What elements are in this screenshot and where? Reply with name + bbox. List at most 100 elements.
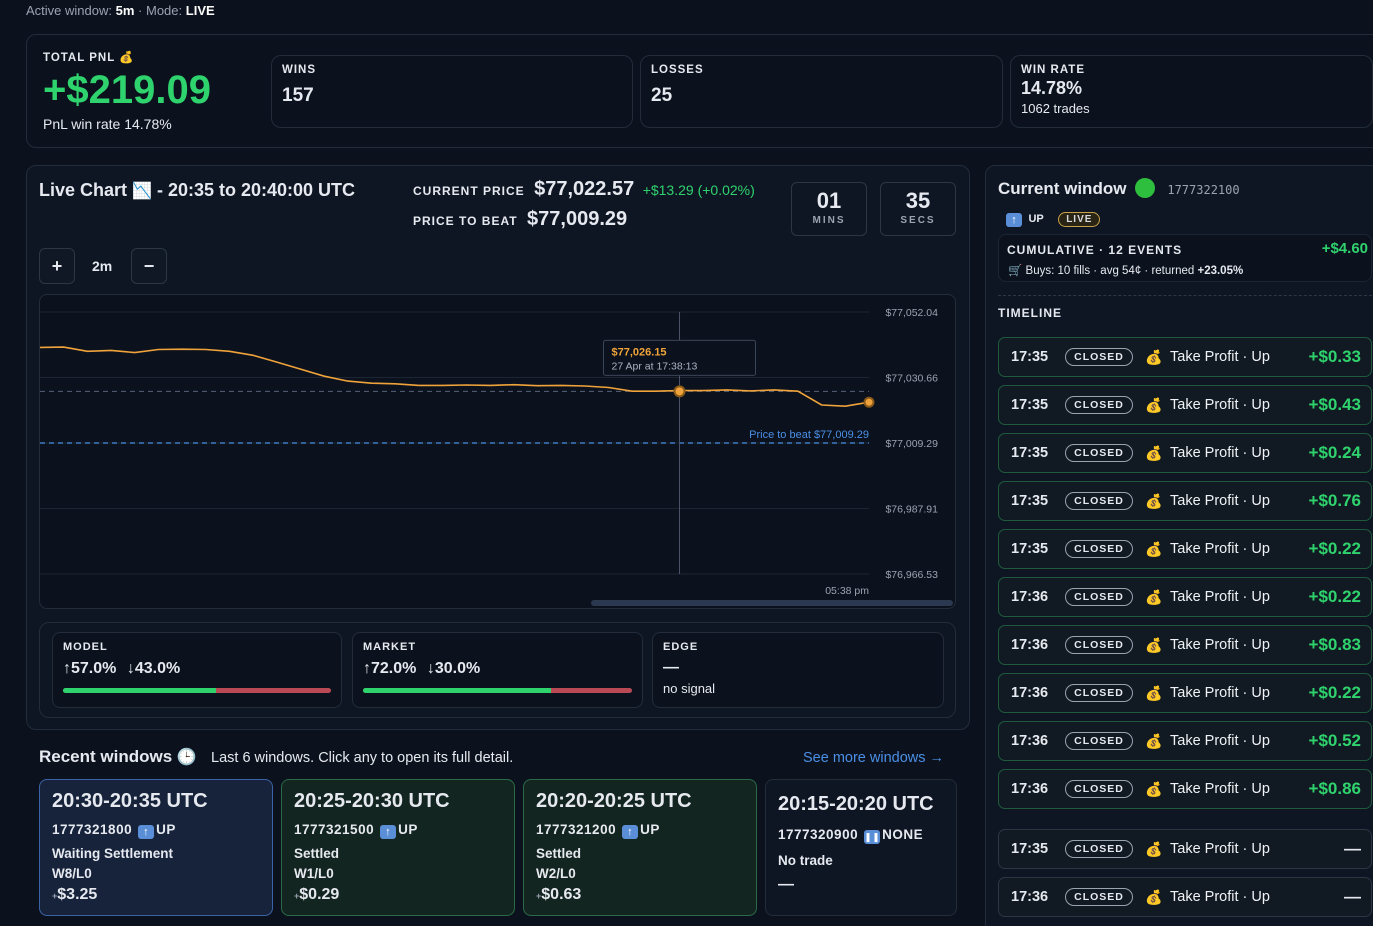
current-price: CURRENT PRICE $77,022.57 +$13.29 (+0.02%… xyxy=(413,178,755,201)
timeline-row[interactable]: 17:36 CLOSED 💰 Take Profit · Up +$0.83 xyxy=(998,625,1372,665)
win-rate-value: 14.78% xyxy=(1021,78,1083,98)
buys-text: Buys: 10 fills · avg 54¢ · returned xyxy=(1025,265,1195,277)
recent-window-card[interactable]: 20:15-20:20 UTC 1777320900 ❚❚ NONE No trad… xyxy=(765,779,957,916)
plus-small-icon: + xyxy=(52,891,58,901)
y-axis-tick: $76,966.53 xyxy=(885,569,938,581)
up-arrow-icon: ↑ xyxy=(380,825,397,839)
last-price-point xyxy=(863,396,875,408)
market-label: MARKET xyxy=(363,641,417,653)
timeline-row[interactable]: 17:35 CLOSED 💰 Take Profit · Up +$0.76 xyxy=(998,481,1372,521)
recent-windows-header: Recent windows 🕒 Last 6 windows. Click a… xyxy=(39,747,513,767)
edge-label: EDGE xyxy=(663,641,699,653)
timeline-row[interactable]: 17:36 CLOSED 💰 Take Profit · Up — xyxy=(998,877,1372,917)
timeline-status-badge: CLOSED xyxy=(1065,732,1133,750)
current-window-title: Current window xyxy=(998,179,1127,198)
chart-scrollbar[interactable] xyxy=(591,600,953,606)
price-to-beat-label: PRICE TO BEAT xyxy=(413,214,518,228)
tooltip-value: $77,026.15 xyxy=(612,346,667,358)
timeline-row[interactable]: 17:35 CLOSED 💰 Take Profit · Up +$0.33 xyxy=(998,337,1372,377)
buys-summary: 🛒 Buys: 10 fills · avg 54¢ · returned +2… xyxy=(1008,263,1243,277)
current-price-value: $77,022.57 xyxy=(534,178,635,200)
window-direction: UP xyxy=(156,822,176,837)
cumulative-value: +$4.60 xyxy=(1321,240,1368,257)
mode-value: LIVE xyxy=(185,3,215,18)
timeline-status-badge: CLOSED xyxy=(1065,840,1133,858)
timeline-amount: +$0.22 xyxy=(1308,587,1361,606)
moneybag-icon: 💰 xyxy=(1145,540,1163,557)
price-chart[interactable]: $77,052.04 $77,030.66 $77,009.29 $76,987.91… xyxy=(40,295,956,609)
up-arrow-icon: ↑ xyxy=(622,825,639,839)
window-time: 20:15-20:20 UTC xyxy=(778,793,934,815)
timeline-action: Take Profit · Up xyxy=(1170,637,1270,653)
recent-window-card[interactable]: 20:20-20:25 UTC 1777321200 ↑ UP Settled W2… xyxy=(523,779,757,916)
window-amount: $3.25 xyxy=(57,886,98,903)
edge-card: EDGE — no signal xyxy=(652,632,944,708)
total-pnl-value: +$219.09 xyxy=(43,68,211,112)
timeline-action: Take Profit · Up xyxy=(1170,349,1270,365)
window-direction: NONE xyxy=(882,827,924,842)
timeline-time: 17:36 xyxy=(1011,685,1049,701)
recent-windows-subtitle: Last 6 windows. Click any to open its fu… xyxy=(211,750,514,766)
y-axis-tick: $77,009.29 xyxy=(885,438,938,450)
market-down: 30.0% xyxy=(434,660,481,677)
zoom-out-button[interactable]: − xyxy=(131,248,167,284)
live-chart-title-text: Live Chart xyxy=(39,180,128,200)
zoom-in-button[interactable]: + xyxy=(39,248,75,284)
window-status: No trade xyxy=(778,853,833,868)
wins-label: WINS xyxy=(282,64,317,76)
timeline-row[interactable]: 17:35 CLOSED 💰 Take Profit · Up — xyxy=(998,829,1372,869)
timeline-time: 17:36 xyxy=(1011,733,1049,749)
see-more-windows-link[interactable]: See more windows → xyxy=(803,750,945,766)
timer-seconds-label: SECS xyxy=(900,215,936,226)
mode-prefix: Mode: xyxy=(146,3,183,18)
market-bar xyxy=(363,688,632,693)
timeline-row[interactable]: 17:35 CLOSED 💰 Take Profit · Up +$0.22 xyxy=(998,529,1372,569)
timeline-action: Take Profit · Up xyxy=(1170,733,1270,749)
live-dot-icon xyxy=(1134,178,1155,198)
timeline-status-badge: CLOSED xyxy=(1065,636,1133,654)
timeline-row[interactable]: 17:35 CLOSED 💰 Take Profit · Up +$0.24 xyxy=(998,433,1372,473)
timeline-time: 17:35 xyxy=(1011,493,1049,509)
x-axis-tick: 05:38 pm xyxy=(825,585,869,597)
recent-window-card[interactable]: 20:30-20:35 UTC 1777321800 ↑ UP Waiting Se… xyxy=(39,779,273,916)
window-wl: W2/L0 xyxy=(536,866,576,881)
pnl-win-rate: PnL win rate 14.78% xyxy=(43,116,172,132)
moneybag-icon: 💰 xyxy=(1145,732,1163,749)
window-direction: UP xyxy=(640,822,660,837)
timeline-row[interactable]: 17:36 CLOSED 💰 Take Profit · Up +$0.22 xyxy=(998,673,1372,713)
model-down: 43.0% xyxy=(134,660,181,677)
timeline-action: Take Profit · Up xyxy=(1170,493,1270,509)
model-card: MODEL ↑57.0% ↓43.0% xyxy=(52,632,342,708)
timeline-amount: +$0.43 xyxy=(1308,395,1361,414)
win-rate-sub: 1062 trades xyxy=(1021,101,1090,116)
timeline-row[interactable]: 17:36 CLOSED 💰 Take Profit · Up +$0.22 xyxy=(998,577,1372,617)
market-bar-fill xyxy=(363,688,552,693)
timeline-amount: +$0.76 xyxy=(1308,491,1361,510)
chart-tooltip xyxy=(603,339,757,376)
current-window-direction: UP xyxy=(1028,213,1044,225)
timeline-row[interactable]: 17:36 CLOSED 💰 Take Profit · Up +$0.52 xyxy=(998,721,1372,761)
timeline-amount: +$0.24 xyxy=(1308,443,1361,462)
win-rate-card: WIN RATE 14.78% 1062 trades xyxy=(1010,55,1373,128)
timeline-row[interactable]: 17:36 CLOSED 💰 Take Profit · Up +$0.86 xyxy=(998,769,1372,809)
recent-window-card[interactable]: 20:25-20:30 UTC 1777321500 ↑ UP Settled W1… xyxy=(281,779,515,916)
timeline-status-badge: CLOSED xyxy=(1065,780,1133,798)
cumulative-box xyxy=(998,234,1372,282)
timeline-action: Take Profit · Up xyxy=(1170,445,1270,461)
plus-small-icon: + xyxy=(294,891,300,901)
timeline-action: Take Profit · Up xyxy=(1170,589,1270,605)
timeline-divider xyxy=(998,295,1372,296)
timeline-action: Take Profit · Up xyxy=(1170,397,1270,413)
window-id: 1777321500 xyxy=(294,822,375,837)
timeline-amount: +$0.22 xyxy=(1308,539,1361,558)
timeline-row[interactable]: 17:35 CLOSED 💰 Take Profit · Up +$0.43 xyxy=(998,385,1372,425)
window-time: 20:30-20:35 UTC xyxy=(52,790,208,812)
current-window-id: 1777322100 xyxy=(1167,183,1240,197)
current-window-tags: ↑ UP LIVE xyxy=(1006,209,1101,227)
window-wl: W1/L0 xyxy=(294,866,334,881)
pause-icon: ❚❚ xyxy=(864,830,881,844)
timer-minutes: 01 MINS xyxy=(791,182,867,236)
window-wl: W8/L0 xyxy=(52,866,92,881)
timeline-amount: +$0.33 xyxy=(1308,347,1361,366)
timeline-status-badge: CLOSED xyxy=(1065,540,1133,558)
